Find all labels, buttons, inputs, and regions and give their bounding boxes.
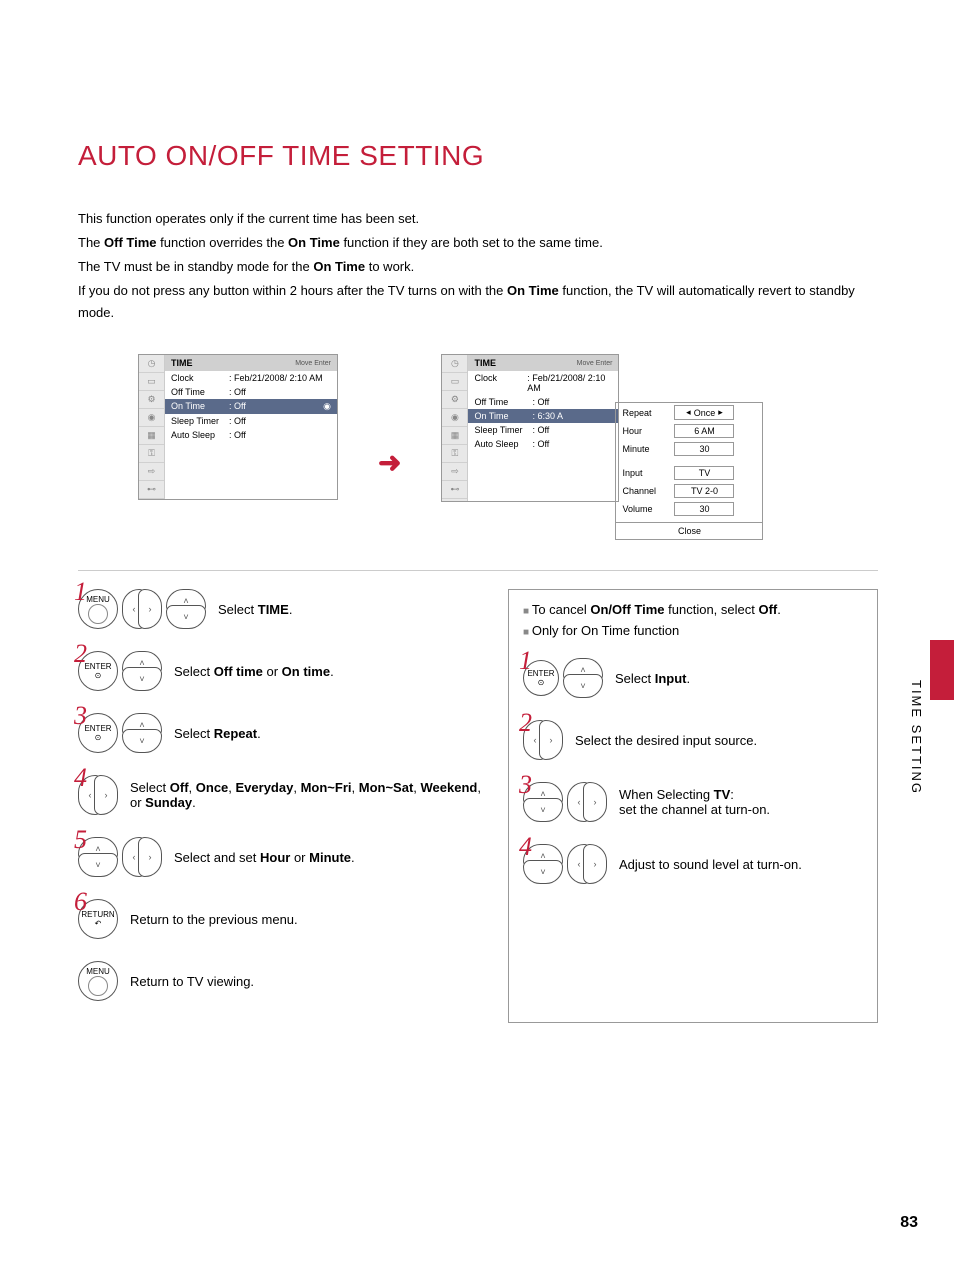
step-number: 3 [519, 770, 532, 800]
option-icon: ▦ [139, 427, 164, 445]
step-number: 1 [519, 646, 532, 676]
step-text: Select TIME. [218, 602, 488, 617]
step-text: Select and set Hour or Minute. [174, 850, 488, 865]
step-text: Select the desired input source. [575, 733, 863, 748]
step-text: Select Off, Once, Everyday, Mon~Fri, Mon… [130, 780, 488, 810]
step-number: 5 [74, 825, 87, 855]
page-title: AUTO ON/OFF TIME SETTING [78, 140, 878, 172]
step-number: 4 [519, 832, 532, 862]
option-icon: ▦ [442, 427, 467, 445]
step-text: Select Repeat. [174, 726, 488, 741]
dpad-vertical: ˄˅ [166, 589, 206, 629]
globe-icon: ◉ [139, 409, 164, 427]
dpad-horizontal: ‹› [567, 844, 607, 884]
menu-button: MENU [78, 961, 118, 1001]
step-number: 3 [74, 701, 87, 731]
usb-icon: ⊷ [139, 481, 164, 499]
dpad-horizontal: ‹› [122, 837, 162, 877]
osd-menu-after: ◷ ▭ ⚙ ◉ ▦ ⚿ ⇨ ⊷ TIMEMove Enter Clock: Fe… [441, 354, 619, 502]
osd-submenu: Repeat◂ Once ▸ Hour6 AM Minute30 InputTV… [615, 402, 763, 540]
lock-icon: ⚿ [442, 445, 467, 463]
gear-icon: ⚙ [442, 391, 467, 409]
step-number: 1 [74, 577, 87, 607]
lock-icon: ⚿ [139, 445, 164, 463]
usb-icon: ⊷ [442, 481, 467, 499]
arrow-icon: ➜ [378, 446, 401, 479]
step-text: Return to TV viewing. [130, 974, 488, 989]
step-number: 2 [74, 639, 87, 669]
note-box: To cancel On/Off Time function, select O… [508, 589, 878, 1023]
picture-icon: ▭ [139, 373, 164, 391]
step-text: Return to the previous menu. [130, 912, 488, 927]
side-tab [930, 640, 954, 700]
step-text: Adjust to sound level at turn-on. [619, 857, 863, 872]
step-number: 4 [74, 763, 87, 793]
section-label: TIME SETTING [909, 680, 924, 795]
page-number: 83 [900, 1214, 918, 1232]
globe-icon: ◉ [442, 409, 467, 427]
gear-icon: ⚙ [139, 391, 164, 409]
dpad-vertical: ˄˅ [122, 651, 162, 691]
clock-icon: ◷ [442, 355, 467, 373]
dpad-horizontal: ‹› [567, 782, 607, 822]
osd-menu-before: ◷ ▭ ⚙ ◉ ▦ ⚿ ⇨ ⊷ TIMEMove Enter Clock: Fe… [138, 354, 338, 500]
dpad-horizontal: ‹› [122, 589, 162, 629]
step-text: When Selecting TV:set the channel at tur… [619, 787, 863, 817]
step-text: Select Input. [615, 671, 863, 686]
intro-text: This function operates only if the curre… [78, 208, 878, 324]
input-icon: ⇨ [442, 463, 467, 481]
divider [78, 570, 878, 571]
dpad-vertical: ˄˅ [122, 713, 162, 753]
dpad-vertical: ˄˅ [563, 658, 603, 698]
picture-icon: ▭ [442, 373, 467, 391]
step-number: 2 [519, 708, 532, 738]
clock-icon: ◷ [139, 355, 164, 373]
step-number: 6 [74, 887, 87, 917]
input-icon: ⇨ [139, 463, 164, 481]
step-text: Select Off time or On time. [174, 664, 488, 679]
